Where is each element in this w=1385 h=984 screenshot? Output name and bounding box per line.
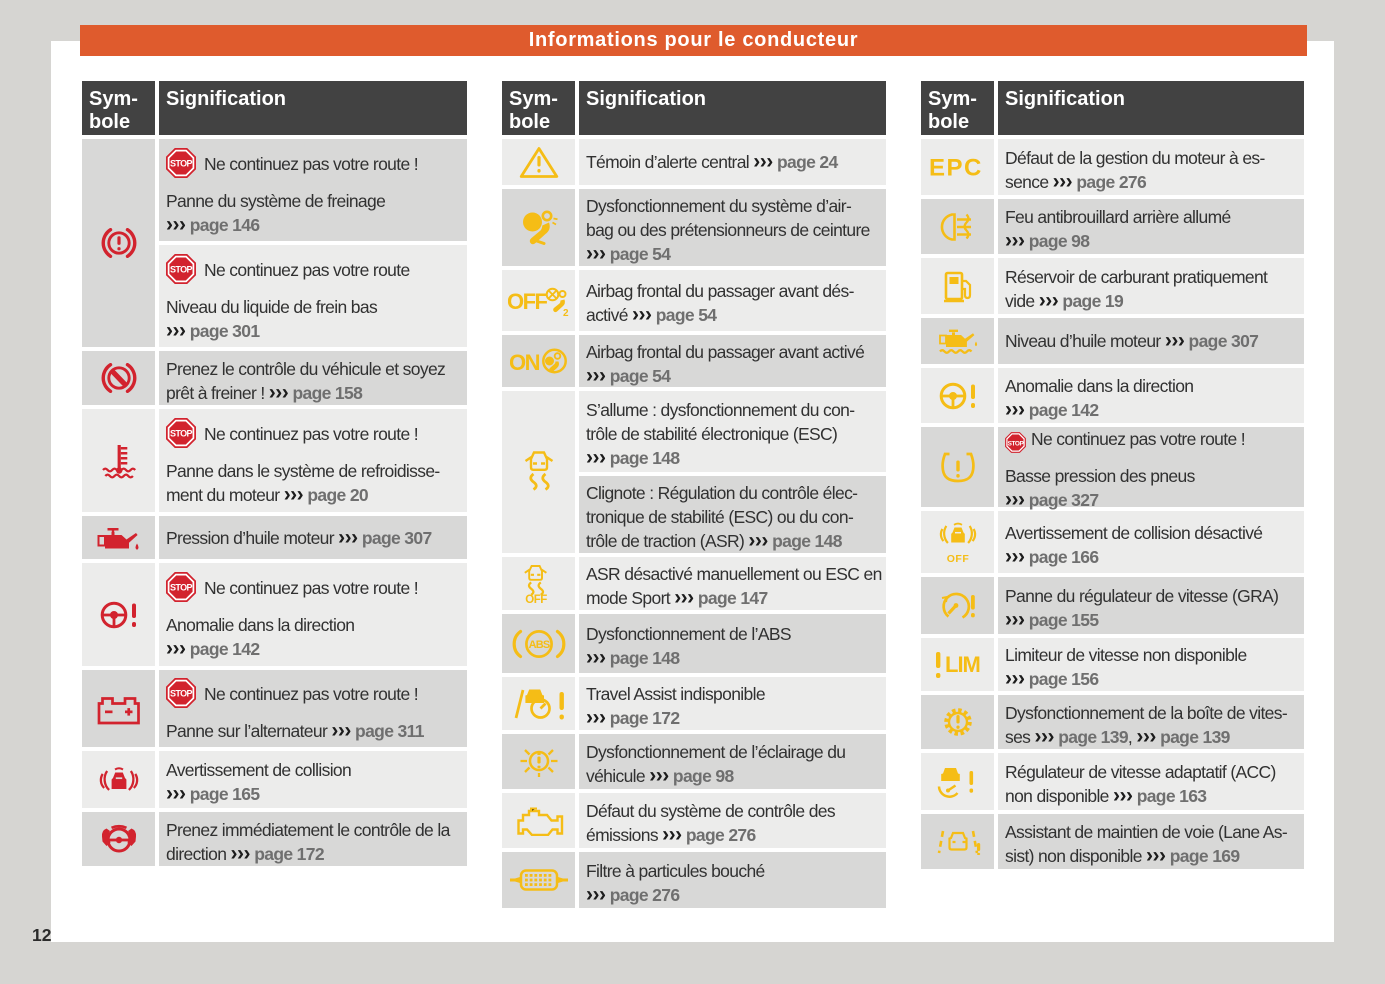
svg-text:STOP: STOP [170, 429, 193, 439]
svg-text:ON: ON [510, 350, 540, 374]
svg-text:ABS: ABS [528, 639, 549, 651]
svg-text:STOP: STOP [170, 158, 193, 168]
svg-text:OFF: OFF [525, 594, 547, 604]
svg-text:OFF: OFF [508, 289, 548, 314]
svg-text:2: 2 [563, 308, 569, 317]
svg-text:EPC: EPC [929, 155, 983, 179]
svg-text:OFF: OFF [946, 553, 969, 563]
svg-text:LIM: LIM [945, 652, 980, 677]
svg-text:STOP: STOP [170, 264, 193, 274]
svg-text:STOP: STOP [170, 689, 193, 699]
svg-text:STOP: STOP [170, 583, 193, 593]
svg-text:STOP: STOP [1008, 440, 1025, 447]
